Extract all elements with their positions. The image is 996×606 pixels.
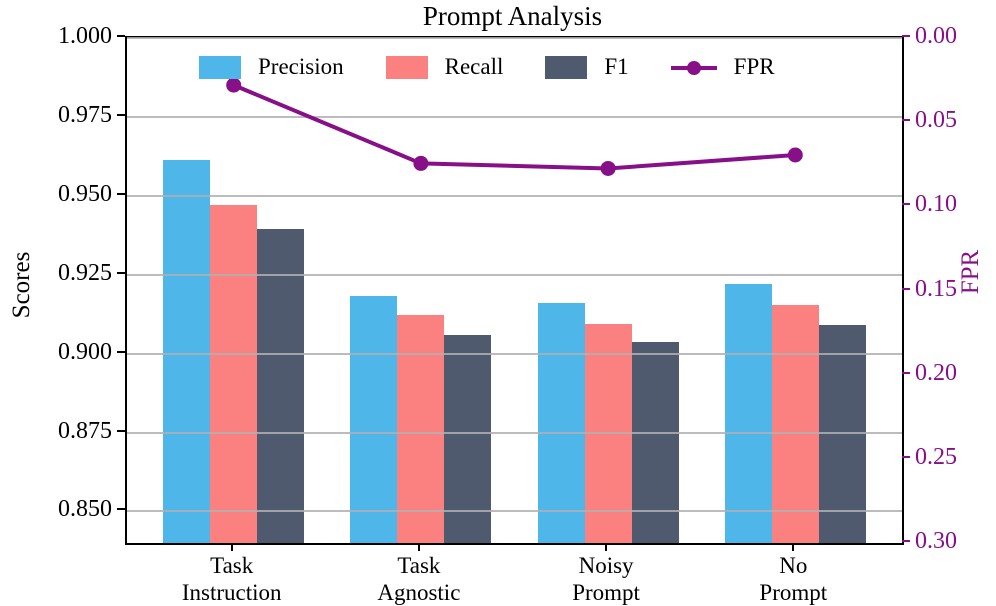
left-tick-label: 0.950 [58,180,112,207]
bar-recall [210,205,258,543]
x-tick-label: No Prompt [759,553,828,605]
gridline [127,352,902,355]
plot-area: Precision Recall F1 FPR [125,36,904,545]
legend-label-f1: F1 [604,54,629,79]
fpr-point-marker [787,147,803,163]
left-tick-mark [117,35,125,37]
right-tick-label: 0.05 [915,107,957,134]
legend-line-sample-fpr [670,56,717,79]
right-tick-label: 0.00 [915,23,957,49]
legend-swatch-precision [199,55,241,79]
left-tick-mark [117,192,125,195]
legend: Precision Recall F1 FPR [199,54,775,80]
left-tick-label: 0.900 [58,338,112,365]
bar-recall [584,324,632,543]
right-tick-label: 0.20 [915,359,957,386]
right-tick-label: 0.15 [915,275,957,302]
legend-item-f1: F1 [545,54,629,80]
bar-precision [163,159,211,543]
fpr-line [232,83,796,171]
left-tick-mark [117,271,125,274]
right-tick-mark [902,119,910,122]
legend-item-precision: Precision [199,54,344,80]
left-tick-mark [117,113,125,116]
gridline [127,115,902,118]
x-tick-mark [792,543,795,551]
left-tick-label: 1.000 [58,23,112,49]
right-tick-mark [902,455,910,458]
bar-f1 [257,228,305,543]
bar-precision [724,283,772,543]
bar-f1 [444,334,492,543]
x-tick-mark [605,543,608,551]
legend-line-dot [686,60,701,75]
right-tick-mark [902,540,910,542]
right-tick-label: 0.30 [915,528,957,554]
chart-title: Prompt Analysis [422,1,603,31]
right-tick-mark [902,35,910,37]
left-tick-label: 0.850 [58,496,112,523]
legend-item-recall: Recall [385,54,504,80]
legend-swatch-recall [385,55,428,79]
x-tick-mark [417,543,420,551]
legend-label-recall: Recall [444,54,504,79]
right-tick-mark [902,203,910,206]
fpr-point-marker [600,160,616,176]
bar-precision [537,303,585,543]
gridline [127,37,902,39]
legend-swatch-f1 [545,55,588,79]
bar-f1 [631,341,679,543]
gridline [127,273,902,276]
x-tick-mark [230,543,233,551]
gridline [127,510,902,513]
gridline [127,194,902,197]
fpr-point-marker [226,77,242,93]
bar-precision [350,295,398,543]
left-tick-label: 0.975 [58,101,112,128]
x-tick-label: Noisy Prompt [572,553,640,605]
left-tick-mark [117,429,125,432]
right-tick-label: 0.10 [915,191,957,218]
x-tick-label: Task Instruction [181,553,282,605]
left-axis-label: Scores [8,251,35,319]
legend-item-fpr: FPR [670,54,775,80]
x-tick-label: Task Agnostic [377,553,461,605]
legend-label-fpr: FPR [733,54,775,79]
bar-f1 [818,324,866,543]
legend-label-precision: Precision [258,54,344,79]
left-tick-mark [117,508,125,511]
right-tick-mark [902,287,910,290]
bar-recall [771,304,819,543]
gridline [127,431,902,434]
left-tick-label: 0.925 [58,259,112,286]
left-tick-label: 0.875 [58,417,112,444]
right-tick-mark [902,371,910,374]
fpr-point-marker [413,155,429,171]
left-tick-mark [117,350,125,353]
fpr-line-chart [226,77,803,176]
right-tick-label: 0.25 [915,443,957,470]
